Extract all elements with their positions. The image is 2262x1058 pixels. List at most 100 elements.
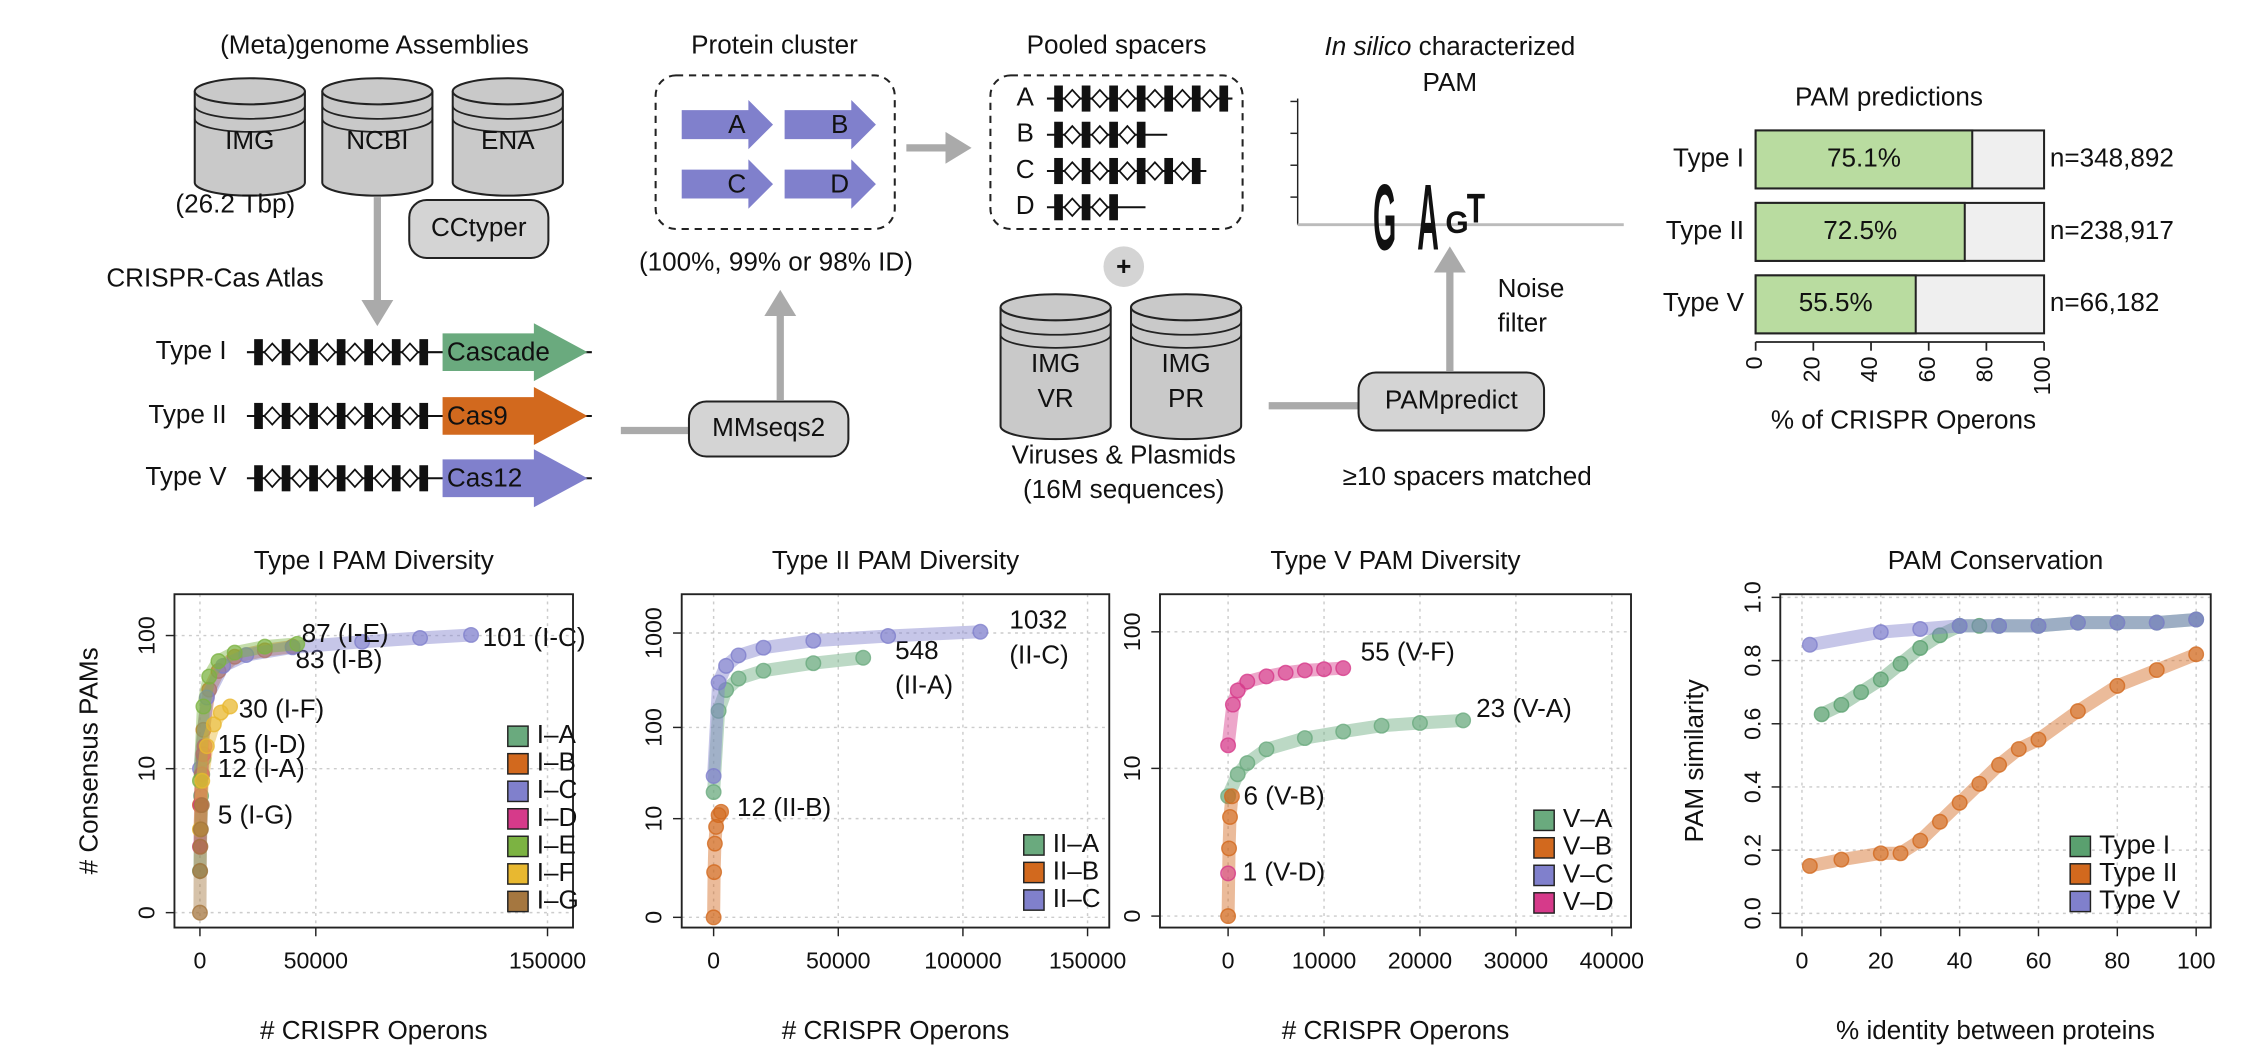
spacer-label: C [1016, 154, 1035, 184]
rounded-box [1357, 371, 1546, 432]
tool-label: PAMpredict [1385, 384, 1519, 414]
legend-swatch [507, 863, 529, 885]
point [2148, 614, 2165, 631]
point [1258, 668, 1275, 685]
spacer [345, 405, 365, 426]
repeat [364, 465, 374, 492]
point [710, 674, 727, 691]
spacer-label: B [1016, 118, 1033, 148]
rounded-box [408, 198, 550, 259]
spacer [1173, 88, 1192, 109]
spacer [373, 405, 392, 426]
point [2109, 614, 2126, 631]
repeat [336, 465, 346, 492]
spacer [318, 468, 337, 489]
point [198, 738, 215, 755]
point [805, 632, 822, 649]
x-tick-label: 40 [1856, 357, 1882, 383]
arrow-head [945, 131, 972, 164]
value-label: 72.5% [1823, 215, 1897, 245]
locus-type: Type II [148, 399, 226, 429]
x-axis-label: # CRISPR Operons [260, 1015, 488, 1045]
repeat [309, 402, 318, 429]
series-label: 23 (V-A) [1476, 693, 1572, 723]
point [2148, 662, 2165, 679]
legend-label: II–A [1053, 828, 1100, 858]
legend-swatch [2069, 890, 2092, 913]
cylinder-ring [451, 105, 564, 120]
point [755, 662, 772, 679]
protein-label: D [830, 168, 849, 198]
value-label: 75.1% [1827, 142, 1901, 172]
legend-swatch [1023, 889, 1045, 911]
point [1220, 865, 1237, 882]
point [1239, 673, 1256, 690]
series-label: 30 (I-F) [239, 694, 324, 724]
y-tick-label: 100 [133, 616, 159, 655]
y-tick-label: 100 [1119, 612, 1145, 651]
spacer [1063, 88, 1082, 109]
point [226, 644, 243, 661]
series-label: 12 (I-A) [218, 753, 305, 783]
spacer [263, 405, 282, 426]
point [1335, 723, 1352, 740]
point [730, 670, 747, 687]
cylinder-ring [321, 105, 434, 120]
spacer [1200, 88, 1220, 109]
protein-arrow [681, 100, 774, 150]
spacer [263, 468, 282, 489]
point [713, 803, 730, 820]
protein-label: C [727, 168, 746, 198]
plus: + [1116, 251, 1131, 281]
point [972, 623, 989, 640]
point [1991, 756, 2008, 773]
x-tick-label: 100 [2177, 947, 2216, 973]
cylinder [999, 307, 1112, 441]
repeat [391, 402, 401, 429]
x-tick-label: 0 [707, 947, 720, 973]
spacer [263, 342, 282, 363]
legend-label: Type V [2099, 884, 2181, 914]
spacer [373, 342, 392, 363]
point [192, 863, 209, 879]
legend-label: II–C [1053, 883, 1101, 913]
x-axis-label: # CRISPR Operons [1282, 1015, 1510, 1045]
point [1892, 845, 1909, 862]
point [1801, 857, 1818, 874]
point [1220, 737, 1237, 754]
y-tick-label: 100 [641, 708, 667, 747]
x-tick-label: 60 [1914, 357, 1940, 383]
legend-swatch [507, 780, 529, 803]
y-tick-label: 1000 [641, 607, 667, 659]
point [195, 698, 212, 715]
spacer [1090, 88, 1109, 109]
repeat [419, 465, 429, 492]
repeat [1081, 157, 1091, 185]
label: Viruses & Plasmids [1012, 439, 1236, 469]
y-axis-label: # Consensus PAMs [73, 647, 103, 874]
point [210, 653, 227, 670]
series-label: 87 (I-E) [302, 618, 389, 648]
y-tick-label: 0.4 [1739, 771, 1765, 803]
series-label: 83 (I-B) [296, 644, 383, 674]
point [1892, 655, 1909, 672]
point [463, 626, 480, 643]
repeat [364, 339, 374, 366]
bar [1754, 201, 1966, 262]
spacer [400, 342, 420, 363]
y-tick-label: 1.0 [1739, 581, 1765, 613]
repeat [1191, 85, 1201, 112]
point [2030, 617, 2047, 634]
cylinder-ring [451, 118, 564, 133]
database-label: IMG [1031, 348, 1080, 378]
point [256, 638, 273, 655]
series-label: (II-C) [1009, 639, 1068, 669]
series-label: 55 (V-F) [1361, 637, 1455, 667]
legend-swatch [1533, 836, 1555, 859]
legend-swatch [507, 807, 529, 830]
point [855, 649, 872, 666]
y-tick-label: 0.6 [1739, 708, 1765, 740]
repeat [1081, 121, 1091, 148]
legend-swatch [1533, 892, 1555, 914]
database-label: VR [1038, 383, 1074, 413]
